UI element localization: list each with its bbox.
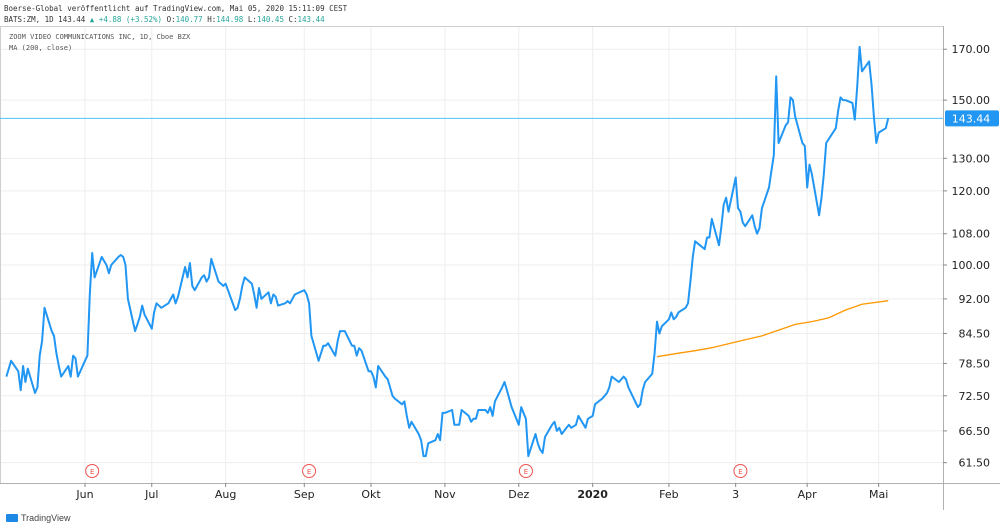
y-axis: 170.00 150.00 130.00 120.00 108.00 100.00 92.0… [943, 43, 991, 470]
low-label: L: [247, 15, 257, 24]
tradingview-logo-icon [6, 514, 18, 522]
x-tick-label: Mai [869, 488, 888, 501]
ohlc-header: BATS:ZM, 1D 143.44 ▲ +4.88 (+3.52%) O:14… [4, 15, 325, 24]
earnings-marker-label: E [307, 468, 311, 476]
y-tick-label: 120.00 [952, 185, 991, 198]
earnings-marker-label: E [90, 468, 94, 476]
x-tick-label: Dez [508, 488, 529, 501]
grid [0, 26, 943, 483]
ma-200-line [656, 300, 889, 358]
footer-brand[interactable]: TradingView [6, 513, 71, 523]
close-value: 143.44 [297, 15, 325, 24]
y-tick-label: 100.00 [952, 259, 991, 272]
x-tick-label: Feb [659, 488, 678, 501]
close-label: C: [288, 15, 298, 24]
open-label: O: [166, 15, 176, 24]
y-tick-label: 72.50 [959, 390, 991, 403]
high-value: 144.98 [216, 15, 244, 24]
earnings-marker-label: E [738, 468, 742, 476]
price-change: ▲ +4.88 (+3.52%) [89, 15, 163, 24]
earnings-marker-icon[interactable] [302, 464, 317, 478]
x-tick-label: Jun [75, 488, 93, 501]
y-tick-label: 78.50 [959, 357, 991, 370]
x-axis: Jun Jul Aug Sep Okt Nov Dez 2020 Feb 3 Apr Mai [75, 483, 888, 501]
earnings-marker-icon[interactable] [518, 464, 533, 478]
last-price-label: 143.44 [952, 112, 991, 125]
x-tick-label: Aug [215, 488, 236, 501]
publisher-header: Boerse-Global veröffentlicht auf Trading… [4, 4, 348, 13]
x-tick-label: Apr [798, 488, 818, 501]
high-label: H: [207, 15, 217, 24]
y-tick-label: 130.00 [952, 152, 991, 165]
x-tick-label: 2020 [577, 488, 608, 501]
low-value: 140.45 [256, 15, 284, 24]
open-value: 140.77 [175, 15, 203, 24]
chart-title: ZOOM VIDEO COMMUNICATIONS INC, 1D, Cboe … [9, 33, 191, 41]
price-line [5, 45, 890, 458]
plot-frame [0, 26, 944, 484]
x-tick-label: Jul [144, 488, 158, 501]
footer-brand-text: TradingView [21, 513, 71, 523]
y-tick-label: 150.00 [952, 94, 991, 107]
last-price-tag: 143.44 [945, 110, 999, 127]
x-tick-label: Nov [434, 488, 456, 501]
x-tick-label: Okt [361, 488, 381, 501]
y-tick-label: 170.00 [952, 43, 991, 56]
x-tick-label: Sep [294, 488, 315, 501]
ma-indicator-label: MA (200, close) [9, 44, 73, 52]
symbol-price: BATS:ZM, 1D 143.44 [4, 15, 86, 24]
x-tick-label: 3 [732, 488, 739, 501]
y-tick-label: 84.50 [959, 327, 991, 340]
y-tick-label: 66.50 [959, 425, 991, 438]
earnings-marker-label: E [524, 468, 528, 476]
y-tick-label: 108.00 [952, 228, 991, 241]
earnings-marker-icon[interactable] [85, 464, 100, 478]
y-tick-label: 92.00 [959, 293, 991, 306]
earnings-marker-icon[interactable] [733, 464, 748, 478]
y-tick-label: 61.50 [959, 457, 991, 470]
